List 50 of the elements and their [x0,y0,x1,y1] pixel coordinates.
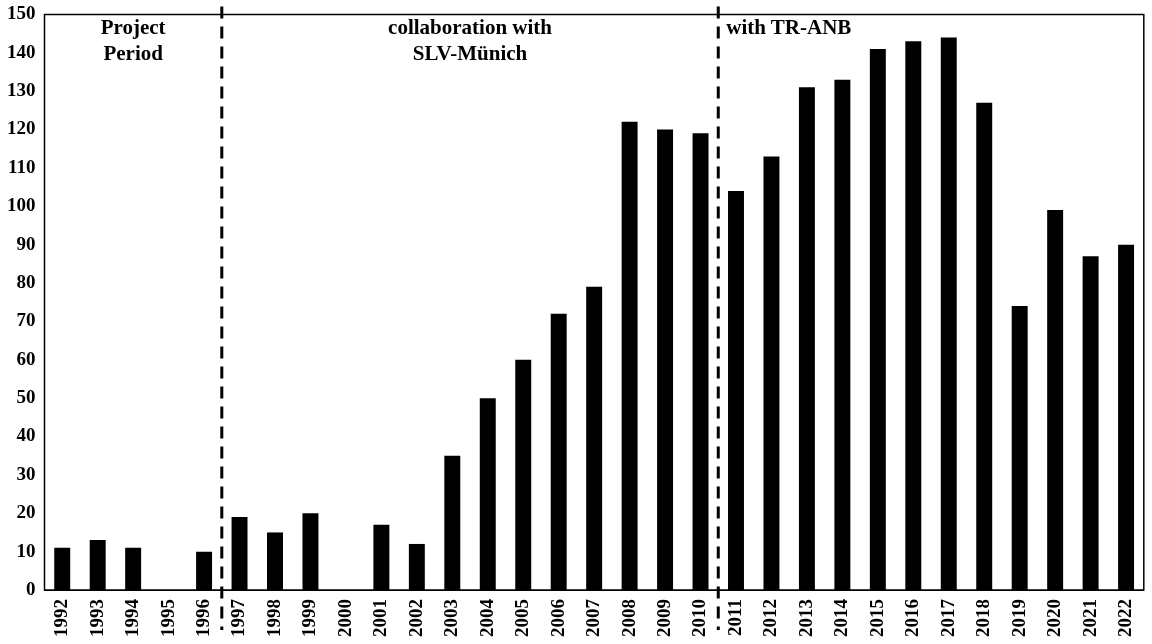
x-tick-label: 2000 [333,599,355,637]
x-tick-label: 2005 [511,599,533,637]
y-tick-label: 40 [16,424,36,446]
y-tick-label: 130 [7,79,36,101]
y-tick-label: 70 [16,309,36,331]
x-tick-label: 2003 [440,599,462,637]
x-tick-label: 2016 [901,599,923,637]
x-tick-label: 2002 [404,599,426,637]
y-tick-label: 90 [16,232,36,254]
x-tick-label: 1995 [156,599,178,637]
x-tick-label: 1992 [50,599,72,637]
x-tick-label: 1997 [227,598,249,637]
y-tick-label: 140 [7,40,36,62]
x-tick-label: 2020 [1043,599,1065,637]
annotation: Project Period [100,15,166,66]
x-tick-label: 1996 [191,599,213,637]
x-tick-label: 2010 [688,599,710,637]
x-tick-label: 2008 [617,599,639,637]
annotation: with TR-ANB [726,15,852,40]
x-tick-label: 2009 [652,599,674,637]
x-tick-label: 2015 [865,599,887,637]
y-tick-label: 50 [16,386,36,408]
y-tick-label: 100 [7,194,36,216]
x-tick-label: 1993 [85,599,107,637]
y-tick-label: 10 [16,539,36,561]
x-tick-label: 1994 [121,598,143,637]
x-tick-label: 2014 [830,598,852,637]
x-tick-label: 2011 [723,599,745,636]
y-tick-label: 80 [16,270,36,292]
x-tick-label: 2019 [1007,599,1029,637]
x-tick-label: 2004 [475,598,497,637]
x-tick-label: 2022 [1113,599,1135,637]
y-tick-label: 150 [7,2,36,24]
x-tick-label: 1998 [262,599,284,637]
x-tick-label: 2018 [972,599,994,637]
x-tick-label: 2017 [936,598,958,637]
x-tick-label: 2021 [1078,599,1100,637]
x-tick-label: 2012 [759,599,781,637]
x-tick-label: 1999 [298,599,320,637]
x-tick-label: 2006 [546,599,568,637]
y-tick-label: 20 [16,501,36,523]
x-tick-label: 2007 [582,598,604,637]
y-tick-label: 30 [16,462,36,484]
y-tick-label: 120 [7,117,36,139]
x-tick-label: 2013 [794,599,816,637]
y-tick-label: 110 [8,155,36,177]
annotation: collaboration with SLV-Münich [388,15,553,66]
x-tick-label: 2001 [369,599,391,637]
y-tick-label: 60 [16,347,36,369]
y-tick-label: 0 [26,577,36,599]
